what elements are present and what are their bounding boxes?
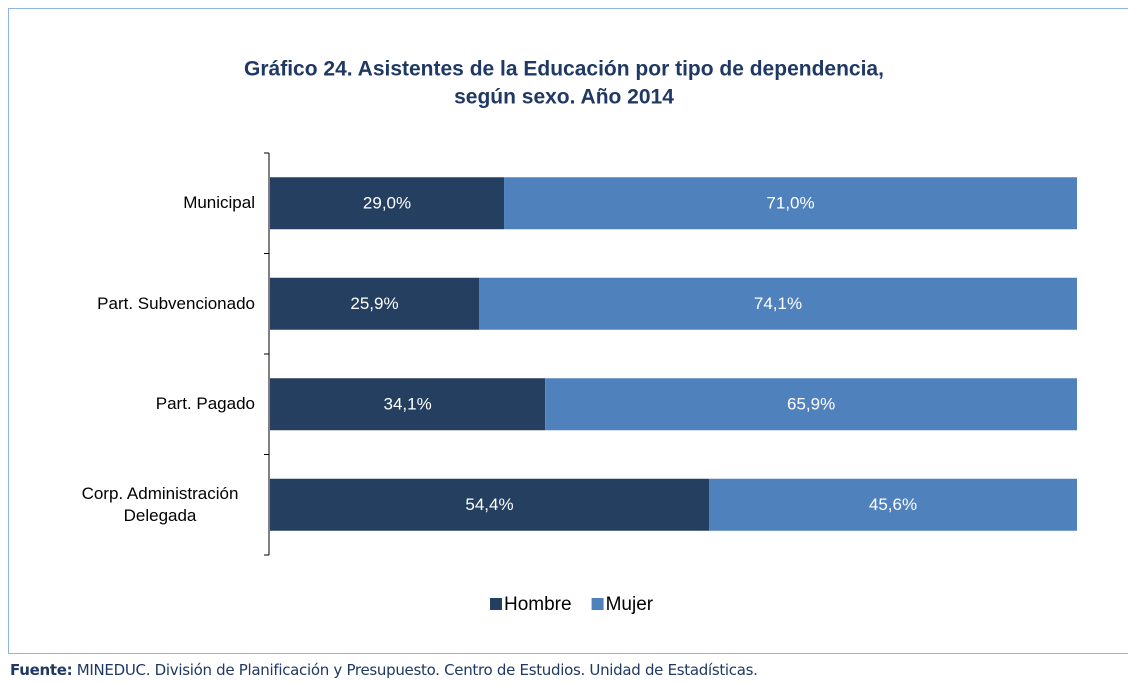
data-label: 65,9% bbox=[787, 395, 835, 414]
footer-label: Fuente: bbox=[10, 661, 73, 679]
category-label: Corp. Administración Delegada bbox=[81, 483, 239, 525]
data-label: 54,4% bbox=[465, 495, 513, 514]
data-label: 74,1% bbox=[754, 294, 802, 313]
bar bbox=[504, 177, 1077, 230]
bar bbox=[545, 378, 1077, 431]
data-label: 34,1% bbox=[383, 395, 431, 414]
data-label: 71,0% bbox=[766, 194, 814, 213]
category-label: Municipal bbox=[183, 193, 255, 213]
bar bbox=[270, 478, 710, 531]
footer-text: MINEDUC. División de Planificación y Pre… bbox=[76, 661, 758, 679]
legend-swatch bbox=[490, 598, 502, 610]
bar bbox=[270, 277, 480, 330]
category-label: Part. Pagado bbox=[155, 394, 255, 414]
data-label: 29,0% bbox=[363, 194, 411, 213]
chart-title: Gráfico 24. Asistentes de la Educación p… bbox=[244, 58, 884, 81]
chart-title: según sexo. Año 2014 bbox=[454, 86, 674, 109]
legend-label: Mujer bbox=[606, 594, 654, 615]
legend-swatch bbox=[591, 598, 604, 610]
category-label: Part. Subvencionado bbox=[97, 293, 255, 313]
bar bbox=[709, 478, 1077, 531]
bar bbox=[270, 177, 505, 230]
bar bbox=[270, 378, 546, 431]
bar bbox=[479, 277, 1077, 330]
data-label: 45,6% bbox=[869, 495, 917, 514]
legend-label: Hombre bbox=[504, 594, 572, 615]
chart-frame bbox=[8, 8, 1128, 654]
footer: Fuente: MINEDUC. División de Planificaci… bbox=[10, 661, 758, 679]
data-label: 25,9% bbox=[350, 294, 398, 313]
